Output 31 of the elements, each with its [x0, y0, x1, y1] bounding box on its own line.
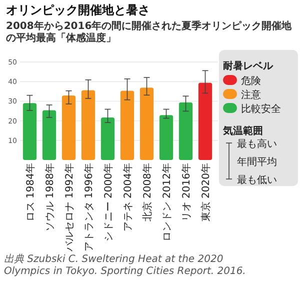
x-tick-label: アテネ 2004年	[122, 163, 134, 232]
x-tick-label: ロス 1984年	[24, 163, 36, 222]
text: 最も高い	[237, 138, 277, 150]
x-tick-label: シドニー 2000年	[102, 163, 114, 242]
legend-label: 注意	[241, 89, 261, 101]
text: 最も低い	[237, 175, 277, 186]
chart-title: オリンピック開催地と暑さ	[6, 3, 150, 17]
x-tick-label: ロンドン 2012年	[160, 163, 173, 242]
bar	[140, 88, 154, 160]
bar	[178, 102, 193, 160]
text: 気温範囲	[222, 125, 263, 137]
bar	[159, 115, 174, 160]
x-tick-label: アトランタ 1996年	[82, 163, 95, 252]
bar	[81, 90, 96, 160]
bar	[198, 82, 212, 160]
bar	[22, 103, 37, 160]
bar	[120, 90, 134, 160]
bar	[62, 96, 76, 160]
x-tick-label: リオ 2016年	[180, 163, 192, 222]
bar	[42, 110, 56, 160]
x-tick-label: ソウル 1988年	[44, 163, 56, 232]
bar	[100, 117, 115, 160]
legend-title: 耐暑レベル	[223, 60, 274, 72]
x-tick-label: バルセロナ 1992年	[63, 163, 76, 253]
legend-label: 比較安全	[241, 103, 281, 115]
x-tick-label: 北京 2008年	[141, 163, 154, 222]
chart-subtitle: 2008年から2016年の間に開催された夏季オリンピック開催地の平均最高「体感温度」	[6, 20, 293, 44]
x-tick-label: 東京 2020年	[200, 163, 212, 222]
text: 年間平均	[237, 156, 277, 168]
legend-label: 危険	[241, 75, 261, 87]
source-note: 出典 Szubski C. Sweltering Heat at the 2020 Olympics in Tokyo. Sporting Cities Report. 2016.	[4, 253, 246, 277]
